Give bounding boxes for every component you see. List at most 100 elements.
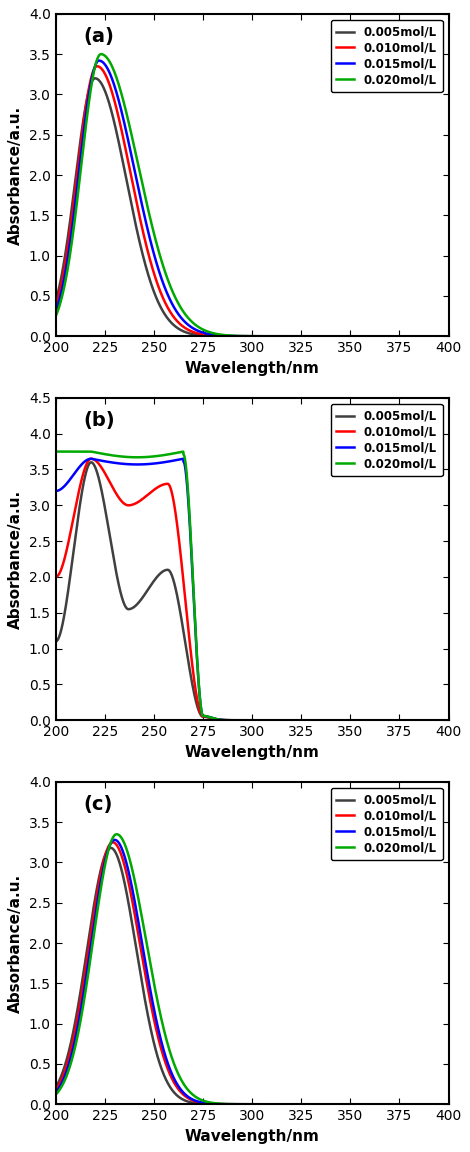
- 0.005mol/L: [73, 169, 78, 183]
- 0.020mol/L: [244, 329, 250, 343]
- 0.010mol/L: [244, 329, 250, 343]
- 0.010mol/L: [88, 452, 94, 465]
- 0.015mol/L: [234, 329, 239, 343]
- X-axis label: Wavelength/nm: Wavelength/nm: [185, 744, 320, 759]
- 0.020mol/L: [234, 713, 239, 727]
- 0.020mol/L: [362, 713, 368, 727]
- 0.020mol/L: [73, 205, 78, 219]
- Line: 0.005mol/L: 0.005mol/L: [56, 462, 448, 720]
- 0.005mol/L: [435, 1098, 440, 1112]
- 0.005mol/L: [362, 713, 368, 727]
- 0.020mol/L: [53, 309, 59, 323]
- 0.005mol/L: [92, 71, 98, 85]
- Y-axis label: Absorbance/a.u.: Absorbance/a.u.: [8, 490, 24, 629]
- 0.005mol/L: [446, 1098, 451, 1112]
- 0.015mol/L: [73, 192, 78, 206]
- 0.020mol/L: [362, 329, 368, 343]
- Text: (b): (b): [83, 411, 115, 430]
- 0.020mol/L: [73, 1037, 78, 1051]
- 0.010mol/L: [434, 329, 440, 343]
- 0.005mol/L: [244, 329, 250, 343]
- 0.015mol/L: [435, 713, 440, 727]
- 0.005mol/L: [73, 528, 78, 541]
- 0.010mol/L: [234, 713, 239, 727]
- Line: 0.020mol/L: 0.020mol/L: [56, 834, 448, 1105]
- 0.020mol/L: [98, 47, 104, 61]
- 0.005mol/L: [434, 1098, 440, 1112]
- Text: (a): (a): [83, 26, 114, 46]
- 0.010mol/L: [73, 179, 78, 192]
- 0.010mol/L: [73, 499, 78, 513]
- 0.010mol/L: [234, 329, 239, 343]
- 0.005mol/L: [234, 329, 239, 343]
- 0.015mol/L: [446, 1098, 451, 1112]
- 0.005mol/L: [446, 713, 451, 727]
- Line: 0.010mol/L: 0.010mol/L: [56, 66, 448, 336]
- 0.010mol/L: [53, 570, 59, 584]
- Line: 0.020mol/L: 0.020mol/L: [56, 54, 448, 336]
- 0.005mol/L: [53, 635, 59, 649]
- 0.015mol/L: [434, 1098, 440, 1112]
- 0.005mol/L: [234, 1098, 239, 1112]
- 0.015mol/L: [435, 329, 440, 343]
- Line: 0.005mol/L: 0.005mol/L: [56, 78, 448, 336]
- 0.020mol/L: [114, 827, 119, 841]
- 0.020mol/L: [446, 329, 451, 343]
- 0.010mol/L: [73, 1021, 78, 1034]
- Line: 0.015mol/L: 0.015mol/L: [56, 840, 448, 1105]
- 0.015mol/L: [435, 1098, 440, 1112]
- 0.010mol/L: [110, 835, 116, 849]
- Line: 0.015mol/L: 0.015mol/L: [56, 458, 448, 720]
- 0.010mol/L: [434, 713, 440, 727]
- 0.015mol/L: [73, 464, 78, 478]
- 0.020mol/L: [73, 445, 78, 458]
- 0.015mol/L: [362, 329, 368, 343]
- 0.015mol/L: [88, 452, 94, 465]
- Line: 0.015mol/L: 0.015mol/L: [56, 61, 448, 336]
- 0.020mol/L: [435, 1098, 440, 1112]
- Y-axis label: Absorbance/a.u.: Absorbance/a.u.: [8, 106, 24, 244]
- 0.010mol/L: [53, 300, 59, 313]
- Legend: 0.005mol/L, 0.010mol/L, 0.015mol/L, 0.020mol/L: 0.005mol/L, 0.010mol/L, 0.015mol/L, 0.02…: [330, 403, 443, 477]
- 0.010mol/L: [446, 1098, 451, 1112]
- Legend: 0.005mol/L, 0.010mol/L, 0.015mol/L, 0.020mol/L: 0.005mol/L, 0.010mol/L, 0.015mol/L, 0.02…: [330, 788, 443, 861]
- 0.010mol/L: [362, 1098, 368, 1112]
- 0.020mol/L: [434, 329, 440, 343]
- Line: 0.020mol/L: 0.020mol/L: [56, 452, 448, 720]
- 0.020mol/L: [244, 1098, 250, 1112]
- 0.020mol/L: [53, 445, 59, 458]
- 0.005mol/L: [244, 713, 250, 727]
- 0.005mol/L: [108, 841, 114, 855]
- Y-axis label: Absorbance/a.u.: Absorbance/a.u.: [8, 873, 24, 1013]
- 0.005mol/L: [362, 1098, 368, 1112]
- 0.010mol/L: [446, 329, 451, 343]
- 0.010mol/L: [435, 1098, 440, 1112]
- 0.005mol/L: [435, 713, 440, 727]
- 0.010mol/L: [362, 713, 368, 727]
- 0.005mol/L: [244, 1098, 250, 1112]
- 0.020mol/L: [446, 713, 451, 727]
- 0.005mol/L: [434, 713, 440, 727]
- 0.015mol/L: [53, 305, 59, 319]
- 0.010mol/L: [435, 329, 440, 343]
- 0.015mol/L: [244, 1098, 250, 1112]
- 0.015mol/L: [362, 1098, 368, 1112]
- 0.020mol/L: [234, 329, 239, 343]
- 0.020mol/L: [362, 1098, 368, 1112]
- 0.005mol/L: [88, 455, 94, 469]
- 0.005mol/L: [435, 329, 440, 343]
- 0.015mol/L: [234, 713, 239, 727]
- 0.015mol/L: [434, 329, 440, 343]
- 0.010mol/L: [94, 59, 100, 73]
- Legend: 0.005mol/L, 0.010mol/L, 0.015mol/L, 0.020mol/L: 0.005mol/L, 0.010mol/L, 0.015mol/L, 0.02…: [330, 20, 443, 92]
- 0.005mol/L: [362, 329, 368, 343]
- 0.005mol/L: [53, 1081, 59, 1094]
- 0.010mol/L: [362, 329, 368, 343]
- 0.015mol/L: [112, 833, 118, 847]
- 0.015mol/L: [434, 713, 440, 727]
- 0.005mol/L: [434, 329, 440, 343]
- 0.020mol/L: [434, 713, 440, 727]
- 0.015mol/L: [73, 1030, 78, 1044]
- 0.020mol/L: [435, 329, 440, 343]
- Line: 0.010mol/L: 0.010mol/L: [56, 458, 448, 720]
